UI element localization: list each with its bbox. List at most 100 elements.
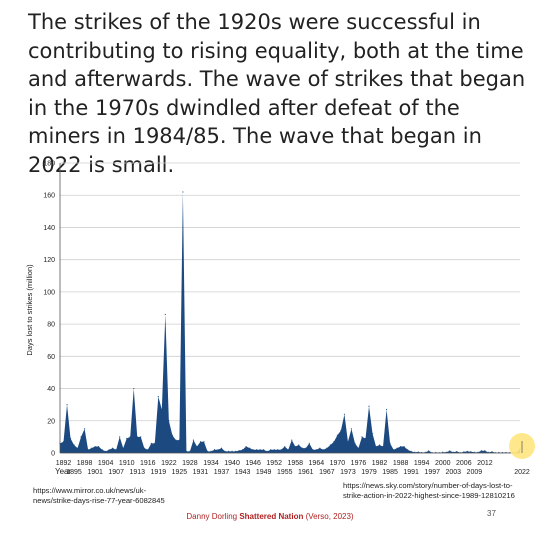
data-point (69, 437, 72, 440)
x-tick-label: 1991 (403, 469, 419, 476)
data-point (319, 447, 321, 449)
data-point (115, 449, 117, 451)
x-tick-labels: 1892 1898 1904 1910 1916 1922 1928 1934 1940 1946… (56, 460, 493, 476)
data-point (263, 449, 265, 451)
x-tick-label: 1928 (182, 460, 198, 467)
data-point (206, 450, 209, 452)
x-tick-label: 1967 (319, 469, 335, 476)
x-tick-label: 1949 (256, 469, 272, 476)
data-point (270, 449, 272, 451)
data-point (350, 428, 353, 430)
data-point (224, 450, 226, 452)
footer-author: Danny Dorling (186, 512, 240, 521)
source-link-mirror[interactable]: https://www.mirror.co.uk/news/uk-news/st… (33, 486, 165, 505)
data-point (175, 439, 177, 441)
x-tick-label: 1982 (372, 460, 388, 467)
slide-heading: The strikes of the 1920s were successful… (28, 10, 526, 177)
x-tick-label: 1931 (193, 469, 209, 476)
x-tick-label: 2000 (435, 460, 451, 467)
data-point (227, 450, 230, 452)
data-point (108, 449, 110, 451)
data-point (329, 444, 331, 446)
data-point (417, 451, 419, 453)
y-tick-label: 160 (43, 193, 55, 200)
x-tick-label: 1937 (214, 469, 230, 476)
footer-publisher: (Verso, 2023) (303, 512, 354, 521)
source-link-sky[interactable]: https://news.sky.com/story/number-of-day… (343, 481, 515, 500)
y-tick-label: 40 (47, 386, 55, 393)
data-point (291, 439, 293, 441)
data-point (385, 408, 388, 411)
data-point (147, 449, 149, 451)
data-point (326, 447, 328, 449)
data-point (333, 441, 335, 443)
x-tick-label: 1958 (287, 460, 303, 467)
x-tick-label: 1994 (414, 460, 430, 467)
data-point (143, 447, 145, 449)
x-tick-label: 1988 (393, 460, 409, 467)
data-point (161, 408, 163, 411)
data-point (91, 447, 93, 449)
grid-lines (60, 162, 520, 454)
x-tick-label: 2012 (477, 460, 493, 467)
data-point (347, 441, 349, 443)
footer-credit: Danny Dorling Shattered Nation (Verso, 2… (0, 512, 540, 521)
data-point (266, 450, 268, 452)
data-point (463, 451, 465, 453)
data-point (87, 449, 89, 451)
data-point (449, 450, 451, 452)
data-point (445, 451, 447, 453)
data-point (249, 447, 251, 449)
x-tick-label: 2006 (456, 460, 472, 467)
data-point (273, 449, 275, 451)
data-point (466, 450, 468, 452)
data-point (101, 449, 103, 451)
y-axis-label: Days lost to strikes (million) (25, 264, 34, 356)
data-point (80, 436, 82, 438)
y-tick-label: 120 (43, 257, 55, 264)
x-tick-label: 1979 (361, 469, 377, 476)
x-axis-label: Year (55, 467, 72, 476)
data-point (382, 445, 384, 448)
data-point (480, 450, 482, 452)
data-point (185, 450, 188, 452)
data-point (62, 441, 65, 443)
area-series (59, 191, 521, 454)
data-point (213, 449, 216, 451)
data-point (192, 439, 195, 441)
x-tick-label: 1910 (119, 460, 135, 467)
data-point (140, 436, 142, 438)
y-tick-label: 180 (43, 161, 55, 168)
data-point (189, 450, 191, 452)
y-tick-labels: 0 20 40 60 80 100 120 140 160 180 (43, 161, 55, 458)
data-point (171, 434, 173, 436)
data-point (220, 447, 223, 449)
x-tick-label: 2003 (445, 469, 461, 476)
data-point (199, 441, 202, 443)
data-point (133, 387, 135, 390)
data-point (357, 447, 360, 449)
data-point (154, 442, 156, 444)
data-point (136, 436, 138, 438)
data-point (203, 441, 205, 443)
x-tick-label: 1952 (266, 460, 282, 467)
highlight-2022: 2022 (509, 433, 535, 476)
x-tick-label: 1919 (151, 469, 167, 476)
data-point (66, 404, 68, 406)
data-point (217, 449, 219, 451)
data-point (164, 313, 166, 316)
data-point (284, 445, 286, 448)
x-tick-label: 1892 (56, 460, 72, 467)
y-tick-label: 80 (47, 322, 55, 329)
footer-book-title: Shattered Nation (239, 512, 304, 521)
data-point (364, 437, 367, 440)
data-point (168, 420, 170, 422)
data-point (396, 447, 398, 449)
data-point (287, 449, 289, 451)
data-point (301, 447, 303, 449)
data-point (94, 445, 96, 448)
data-point (484, 450, 486, 452)
data-point (126, 437, 128, 440)
x-tick-label: 1940 (224, 460, 240, 467)
